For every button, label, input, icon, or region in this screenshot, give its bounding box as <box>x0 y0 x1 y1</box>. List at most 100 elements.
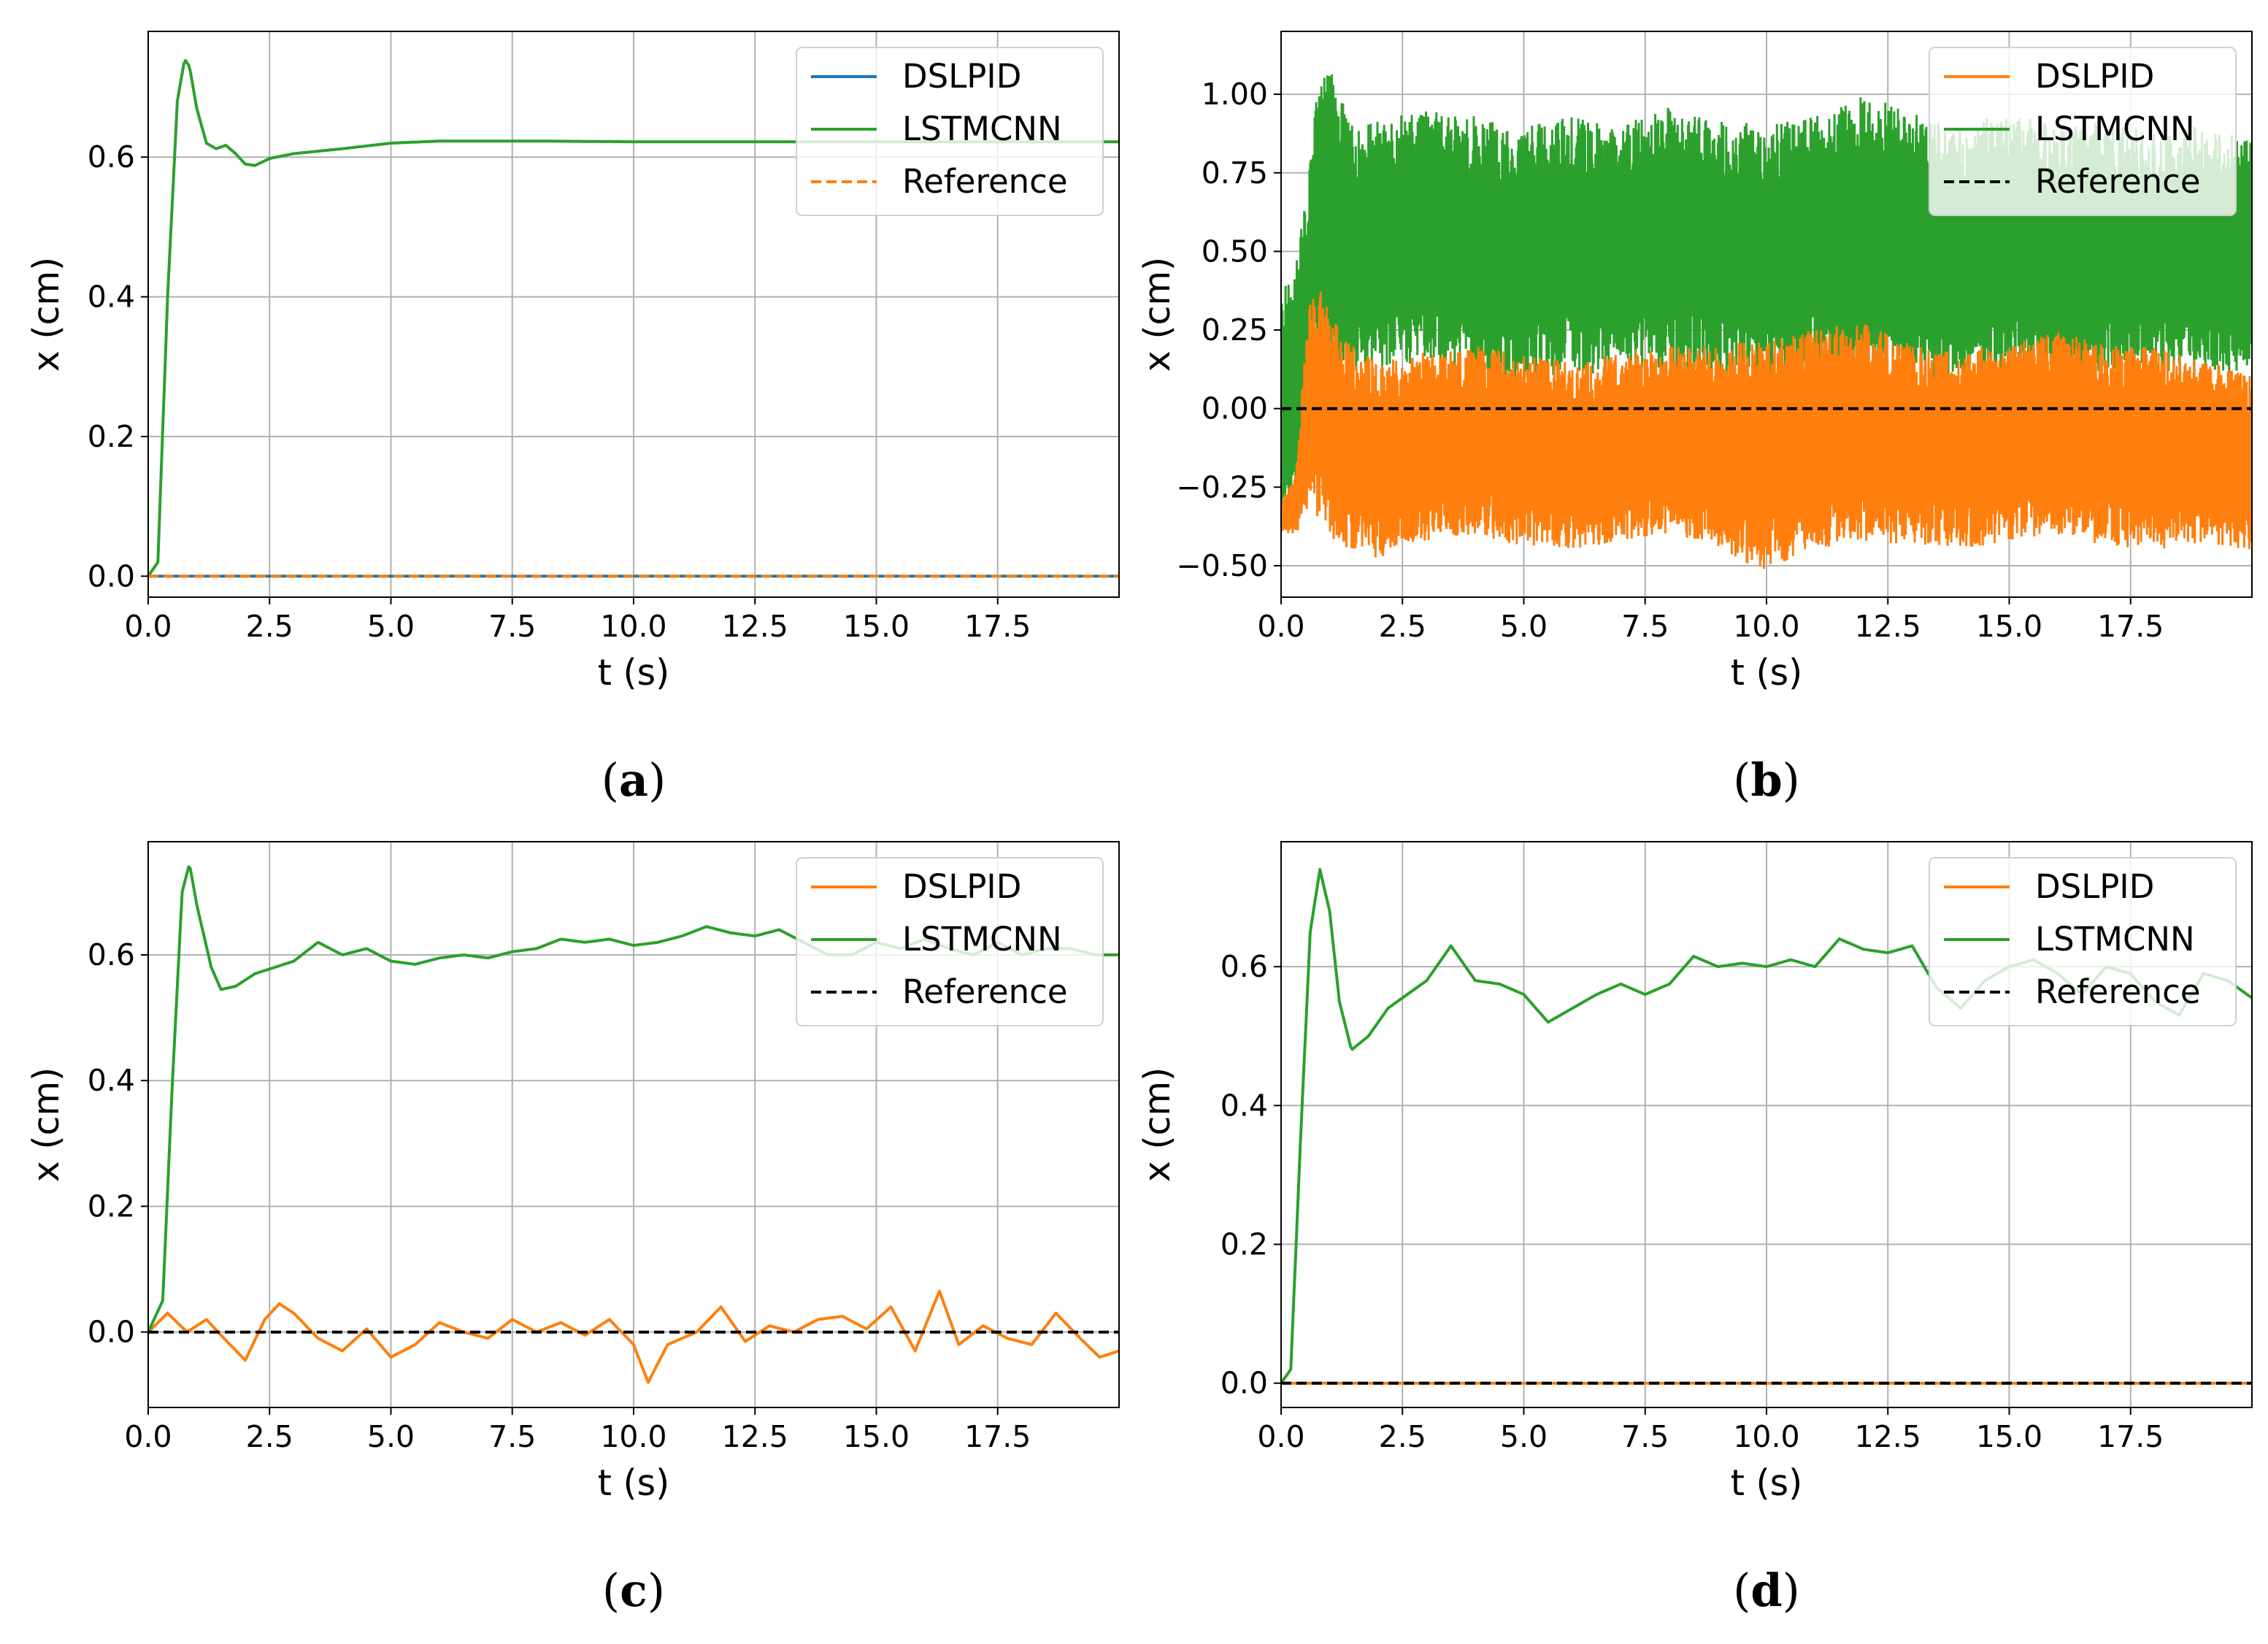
legend-box <box>796 857 1104 1026</box>
x-axis-label: t (s) <box>598 1462 670 1504</box>
axes-frame <box>147 841 1120 1408</box>
y-tick-label: 0.4 <box>88 280 135 315</box>
x-tick-label: 0.0 <box>124 609 172 644</box>
x-tick-label: 10.0 <box>600 1419 666 1454</box>
chart-panel-d: 0.0 2.5 5.0 7.5 10.0 12.5 15.0 17.5 0.0 0.2 0.4 0.6… <box>1137 841 2253 1617</box>
x-tick-label: 2.5 <box>1379 1419 1426 1454</box>
x-tick-label: 10.0 <box>1733 609 1799 644</box>
caption-letter: a <box>619 753 648 807</box>
legend: DSLPID LSTMCNN Reference <box>796 47 1104 216</box>
legend-label-dslpid: DSLPID <box>902 57 1021 96</box>
y-axis-label: x (cm) <box>1137 1067 1178 1182</box>
legend-label-dslpid: DSLPID <box>902 867 1021 906</box>
y-axis-label: x (cm) <box>1137 257 1178 372</box>
caption-paren-close: ) <box>648 753 666 807</box>
y-tick-label: 0.6 <box>1221 949 1268 984</box>
x-tick-label: 2.5 <box>1379 609 1426 644</box>
x-tick-label: 17.5 <box>964 1419 1031 1454</box>
y-tick-label: 0.25 <box>1202 312 1268 347</box>
x-tick-label: 12.5 <box>1855 609 1921 644</box>
x-tick-label: 15.0 <box>1976 1419 2042 1454</box>
axes-frame <box>1280 31 2253 598</box>
axes-frame <box>1280 841 2253 1408</box>
caption-paren-open: ( <box>1733 1564 1750 1617</box>
y-tick-label: −0.50 <box>1176 548 1268 583</box>
y-tick-label: 0.4 <box>1221 1088 1268 1123</box>
y-tick-label: 1.00 <box>1202 77 1268 112</box>
caption-letter: b <box>1750 753 1782 807</box>
legend-label-reference: Reference <box>902 162 1068 201</box>
x-tick-label: 12.5 <box>722 609 788 644</box>
caption-paren-close: ) <box>1783 1564 1800 1617</box>
legend-label-lstmcnn: LSTMCNN <box>902 920 1062 959</box>
x-tick-label: 17.5 <box>2097 609 2164 644</box>
series-dslpid <box>148 1289 1119 1384</box>
y-tick-label: 0.4 <box>88 1063 135 1098</box>
x-tick-label: 7.5 <box>488 1419 536 1454</box>
x-tick-label: 5.0 <box>367 1419 415 1454</box>
x-tick-label: 17.5 <box>2097 1419 2164 1454</box>
chart-panel-b: 0.0 2.5 5.0 7.5 10.0 12.5 15.0 17.5 −0.50 −0.25 0.… <box>1137 31 2253 807</box>
x-axis-label: t (s) <box>598 652 670 694</box>
x-tick-label: 2.5 <box>246 609 293 644</box>
y-axis-label: x (cm) <box>26 1067 67 1182</box>
legend-label-lstmcnn: LSTMCNN <box>902 110 1062 148</box>
y-tick-label: 0.2 <box>1221 1227 1268 1262</box>
x-tick-label: 7.5 <box>1621 609 1669 644</box>
legend-label-dslpid: DSLPID <box>2035 867 2154 906</box>
panel-caption-d: (d) <box>1733 1564 1800 1617</box>
x-axis-label: t (s) <box>1731 1462 1803 1504</box>
series-lstmcnn <box>1281 74 2252 523</box>
caption-paren-close: ) <box>647 1564 665 1617</box>
panel-caption-b: (b) <box>1733 753 1800 807</box>
legend-box <box>796 47 1104 216</box>
x-tick-label: 2.5 <box>246 1419 293 1454</box>
axes-frame <box>147 31 1120 598</box>
legend-label-reference: Reference <box>2035 162 2201 201</box>
x-tick-label: 5.0 <box>1500 1419 1548 1454</box>
x-tick-label: 0.0 <box>1257 609 1304 644</box>
y-tick-label: 0.50 <box>1202 234 1268 269</box>
y-tick-label: 0.75 <box>1202 155 1268 191</box>
x-tick-label: 5.0 <box>1500 609 1548 644</box>
panel-caption-a: (a) <box>601 753 666 807</box>
x-tick-label: 5.0 <box>367 609 415 644</box>
x-tick-label: 7.5 <box>1621 1419 1669 1454</box>
panel-caption-c: (c) <box>602 1564 665 1617</box>
y-tick-label: 0.6 <box>88 937 135 972</box>
y-tick-label: 0.0 <box>88 558 135 594</box>
series-group <box>1281 74 2252 569</box>
x-tick-label: 0.0 <box>124 1419 172 1454</box>
y-tick-label: 0.0 <box>88 1315 135 1350</box>
caption-paren-close: ) <box>1783 753 1800 807</box>
legend: DSLPID LSTMCNN Reference <box>1929 857 2237 1026</box>
x-tick-label: 12.5 <box>1855 1419 1921 1454</box>
y-tick-label: 0.00 <box>1202 391 1268 426</box>
legend-label-dslpid: DSLPID <box>2035 57 2154 96</box>
x-axis-label: t (s) <box>1731 652 1803 694</box>
x-tick-label: 12.5 <box>722 1419 788 1454</box>
caption-paren-open: ( <box>1733 753 1750 807</box>
y-tick-label: 0.2 <box>88 1188 135 1224</box>
y-tick-label: −0.25 <box>1176 469 1268 504</box>
caption-paren-open: ( <box>602 1564 620 1617</box>
caption-letter: d <box>1750 1564 1782 1617</box>
legend-box <box>1929 47 2237 216</box>
x-tick-label: 10.0 <box>1733 1419 1799 1454</box>
legend-label-lstmcnn: LSTMCNN <box>2035 110 2195 148</box>
legend: DSLPID LSTMCNN Reference <box>1929 47 2237 216</box>
x-tick-label: 7.5 <box>488 609 536 644</box>
caption-paren-open: ( <box>601 753 619 807</box>
legend-label-reference: Reference <box>902 972 1068 1011</box>
chart-panel-c: 0.0 2.5 5.0 7.5 10.0 12.5 15.0 17.5 0.0 0.2 0.4 0.6… <box>26 841 1120 1617</box>
legend: DSLPID LSTMCNN Reference <box>796 857 1104 1026</box>
series-dslpid <box>1281 291 2252 569</box>
x-tick-label: 17.5 <box>964 609 1031 644</box>
legend-box <box>1929 857 2237 1026</box>
x-tick-label: 0.0 <box>1257 1419 1304 1454</box>
caption-letter: c <box>620 1564 647 1617</box>
x-tick-label: 15.0 <box>843 609 910 644</box>
y-tick-label: 0.6 <box>88 139 135 174</box>
legend-label-lstmcnn: LSTMCNN <box>2035 920 2195 959</box>
